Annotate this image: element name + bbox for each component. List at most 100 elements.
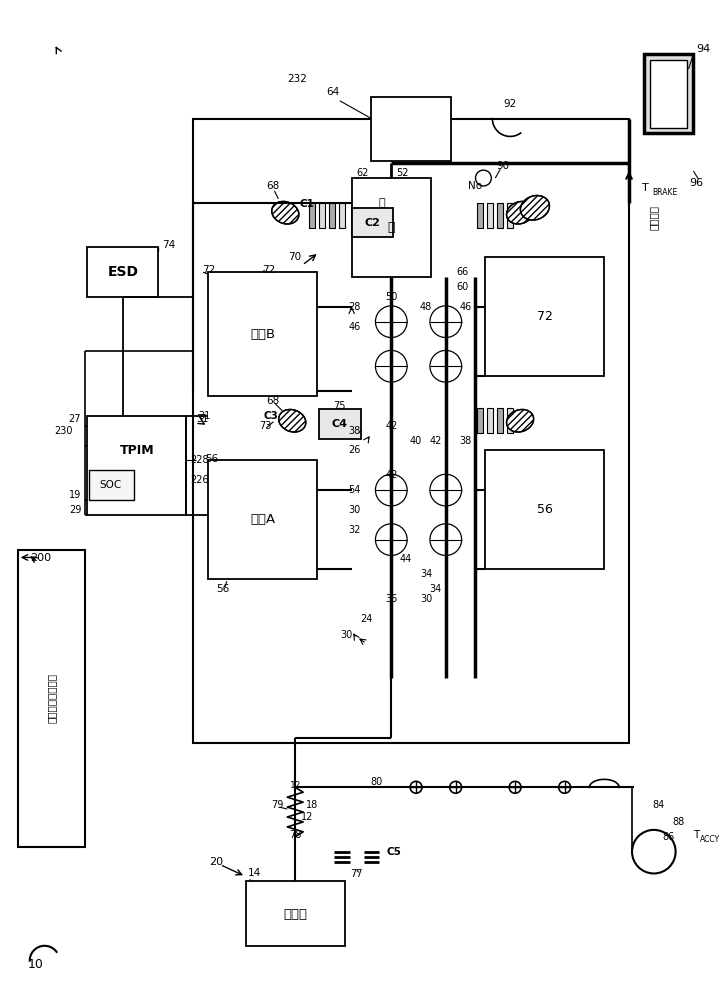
Circle shape — [450, 781, 461, 793]
Bar — [352, 208, 393, 237]
Text: 29: 29 — [69, 505, 82, 515]
Text: 77: 77 — [350, 869, 363, 879]
Text: 54: 54 — [349, 485, 361, 495]
Circle shape — [476, 170, 492, 186]
Bar — [329, 203, 335, 228]
Text: 30: 30 — [349, 505, 361, 515]
Text: 66: 66 — [456, 267, 469, 277]
Text: ESD: ESD — [108, 265, 139, 279]
Text: 72: 72 — [202, 265, 215, 275]
Bar — [208, 460, 317, 579]
Bar — [245, 881, 344, 946]
Text: 30: 30 — [420, 594, 432, 604]
Ellipse shape — [271, 201, 299, 224]
Bar — [507, 203, 513, 228]
Text: 道路负荷: 道路负荷 — [649, 205, 658, 230]
Text: 井: 井 — [378, 198, 385, 208]
Text: 40: 40 — [410, 436, 422, 446]
Text: 31: 31 — [198, 411, 210, 421]
Bar — [650, 60, 687, 128]
Bar — [18, 550, 85, 847]
Text: 80: 80 — [370, 777, 383, 787]
Text: 52: 52 — [396, 168, 409, 178]
Text: C5: C5 — [386, 847, 401, 857]
Text: 46: 46 — [459, 302, 471, 312]
Text: 38: 38 — [459, 436, 471, 446]
Text: 36: 36 — [385, 594, 397, 604]
Bar — [507, 408, 513, 433]
Text: 10: 10 — [27, 958, 43, 971]
Text: 32: 32 — [349, 525, 361, 535]
Bar — [372, 97, 451, 161]
Text: C3: C3 — [263, 411, 278, 421]
Circle shape — [430, 474, 461, 506]
Bar — [339, 203, 344, 228]
Bar — [319, 409, 360, 439]
Text: 226: 226 — [190, 475, 209, 485]
Text: C2: C2 — [365, 218, 380, 228]
Bar — [89, 470, 134, 500]
Text: 78: 78 — [289, 830, 301, 840]
Bar — [485, 257, 604, 376]
Text: 38: 38 — [349, 426, 361, 436]
Bar — [193, 119, 629, 743]
Text: 20: 20 — [209, 857, 223, 867]
Bar — [487, 408, 493, 433]
Text: T: T — [693, 830, 700, 840]
Text: 94: 94 — [696, 44, 710, 54]
Text: C4: C4 — [332, 419, 348, 429]
Ellipse shape — [521, 195, 549, 220]
Text: TPIM: TPIM — [119, 444, 154, 457]
Text: 72: 72 — [263, 265, 276, 275]
Text: 56: 56 — [205, 454, 219, 464]
Text: 42: 42 — [385, 470, 398, 480]
Bar — [319, 203, 325, 228]
Bar — [352, 178, 431, 277]
Text: 84: 84 — [653, 800, 665, 810]
Text: 14: 14 — [248, 868, 261, 878]
Text: 60: 60 — [456, 282, 469, 292]
Text: 88: 88 — [672, 817, 684, 827]
Text: 75: 75 — [334, 401, 346, 411]
Text: 72: 72 — [537, 310, 553, 323]
Text: 90: 90 — [497, 161, 510, 171]
Text: No: No — [469, 181, 482, 191]
Text: 42: 42 — [385, 421, 398, 431]
Bar — [477, 408, 484, 433]
Text: 56: 56 — [537, 503, 553, 516]
Ellipse shape — [507, 201, 534, 224]
Text: 50: 50 — [385, 292, 398, 302]
Bar — [309, 203, 315, 228]
Text: 26: 26 — [349, 445, 361, 455]
Circle shape — [559, 781, 570, 793]
Text: 输: 输 — [388, 221, 395, 234]
Circle shape — [430, 350, 461, 382]
Bar — [87, 247, 159, 297]
Text: 230: 230 — [54, 426, 72, 436]
Text: BRAKE: BRAKE — [652, 188, 677, 197]
Text: 92: 92 — [503, 99, 517, 109]
Text: 34: 34 — [430, 584, 442, 594]
Text: 56: 56 — [217, 584, 230, 594]
Circle shape — [375, 350, 407, 382]
Text: 48: 48 — [420, 302, 432, 312]
Text: T: T — [642, 183, 648, 193]
Bar — [477, 203, 484, 228]
Text: 79: 79 — [271, 800, 284, 810]
Text: SOC: SOC — [100, 480, 122, 490]
Circle shape — [509, 781, 521, 793]
Circle shape — [430, 524, 461, 555]
Text: 电子制动控制模块: 电子制动控制模块 — [46, 673, 56, 723]
Text: 62: 62 — [357, 168, 369, 178]
Text: ACCY: ACCY — [700, 835, 721, 844]
Text: 68: 68 — [266, 181, 279, 191]
Text: 42: 42 — [430, 436, 442, 446]
Text: 19: 19 — [69, 490, 82, 500]
Text: 12: 12 — [290, 781, 301, 790]
Text: 200: 200 — [30, 553, 51, 563]
Text: 228: 228 — [190, 455, 209, 465]
Text: 46: 46 — [349, 322, 361, 332]
Text: C1: C1 — [300, 199, 315, 209]
Text: 64: 64 — [326, 87, 340, 97]
Circle shape — [410, 781, 422, 793]
